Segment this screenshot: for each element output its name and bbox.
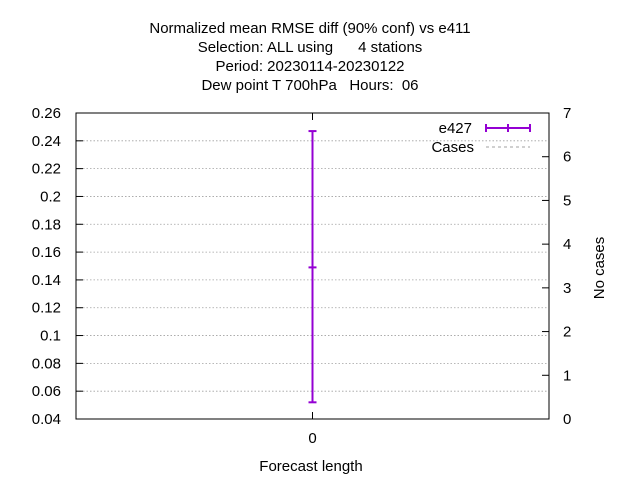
y2-tick-label: 0 (563, 411, 571, 428)
y-tick-label: 0.26 (32, 105, 61, 122)
legend-label-cases: Cases (431, 139, 474, 156)
series-layer (308, 130, 317, 404)
y2-tick-label: 6 (563, 149, 571, 166)
y-tick-label: 0.24 (32, 133, 61, 150)
y2-tick-label: 1 (563, 367, 571, 384)
y2-axis-ticks: 0 1 2 3 4 5 6 7 (542, 105, 571, 428)
y-tick-label: 0.08 (32, 355, 61, 372)
y2-tick-label: 7 (563, 105, 571, 122)
y-tick-label: 0.16 (32, 244, 61, 261)
x-tick-label: 0 (308, 430, 316, 447)
y2-axis-title: No cases (591, 237, 608, 300)
legend: e427 Cases (431, 120, 531, 156)
y-tick-label: 0.12 (32, 300, 61, 317)
y-tick-label: 0.1 (40, 328, 61, 345)
y-tick-label: 0.22 (32, 161, 61, 178)
x-axis-ticks: 0 (308, 113, 317, 447)
y2-tick-label: 5 (563, 192, 571, 209)
y-tick-label: 0.06 (32, 383, 61, 400)
title-line-2: Selection: ALL using 4 stations (198, 39, 423, 56)
y-tick-label: 0.2 (40, 188, 61, 205)
y-tick-label: 0.14 (32, 272, 61, 289)
y-tick-label: 0.18 (32, 216, 61, 233)
y2-tick-label: 3 (563, 280, 571, 297)
title-line-1: Normalized mean RMSE diff (90% conf) vs … (149, 20, 470, 37)
plot-frame (75, 112, 550, 420)
y2-tick-label: 2 (563, 324, 571, 341)
legend-swatch-e427 (485, 124, 531, 132)
title-line-3: Period: 20230114-20230122 (215, 58, 404, 75)
y-axis-ticks: 0.04 0.06 0.08 0.1 0.12 0.14 0.16 0.18 0.2 0.22 0.… (32, 105, 83, 428)
chart-title: Normalized mean RMSE diff (90% conf) vs … (149, 20, 470, 94)
y2-tick-label: 4 (563, 236, 571, 253)
title-line-4: Dew point T 700hPa Hours: 06 (201, 77, 418, 94)
x-axis-title: Forecast length (259, 458, 362, 475)
y-tick-label: 0.04 (32, 411, 61, 428)
legend-label-e427: e427 (439, 120, 472, 137)
